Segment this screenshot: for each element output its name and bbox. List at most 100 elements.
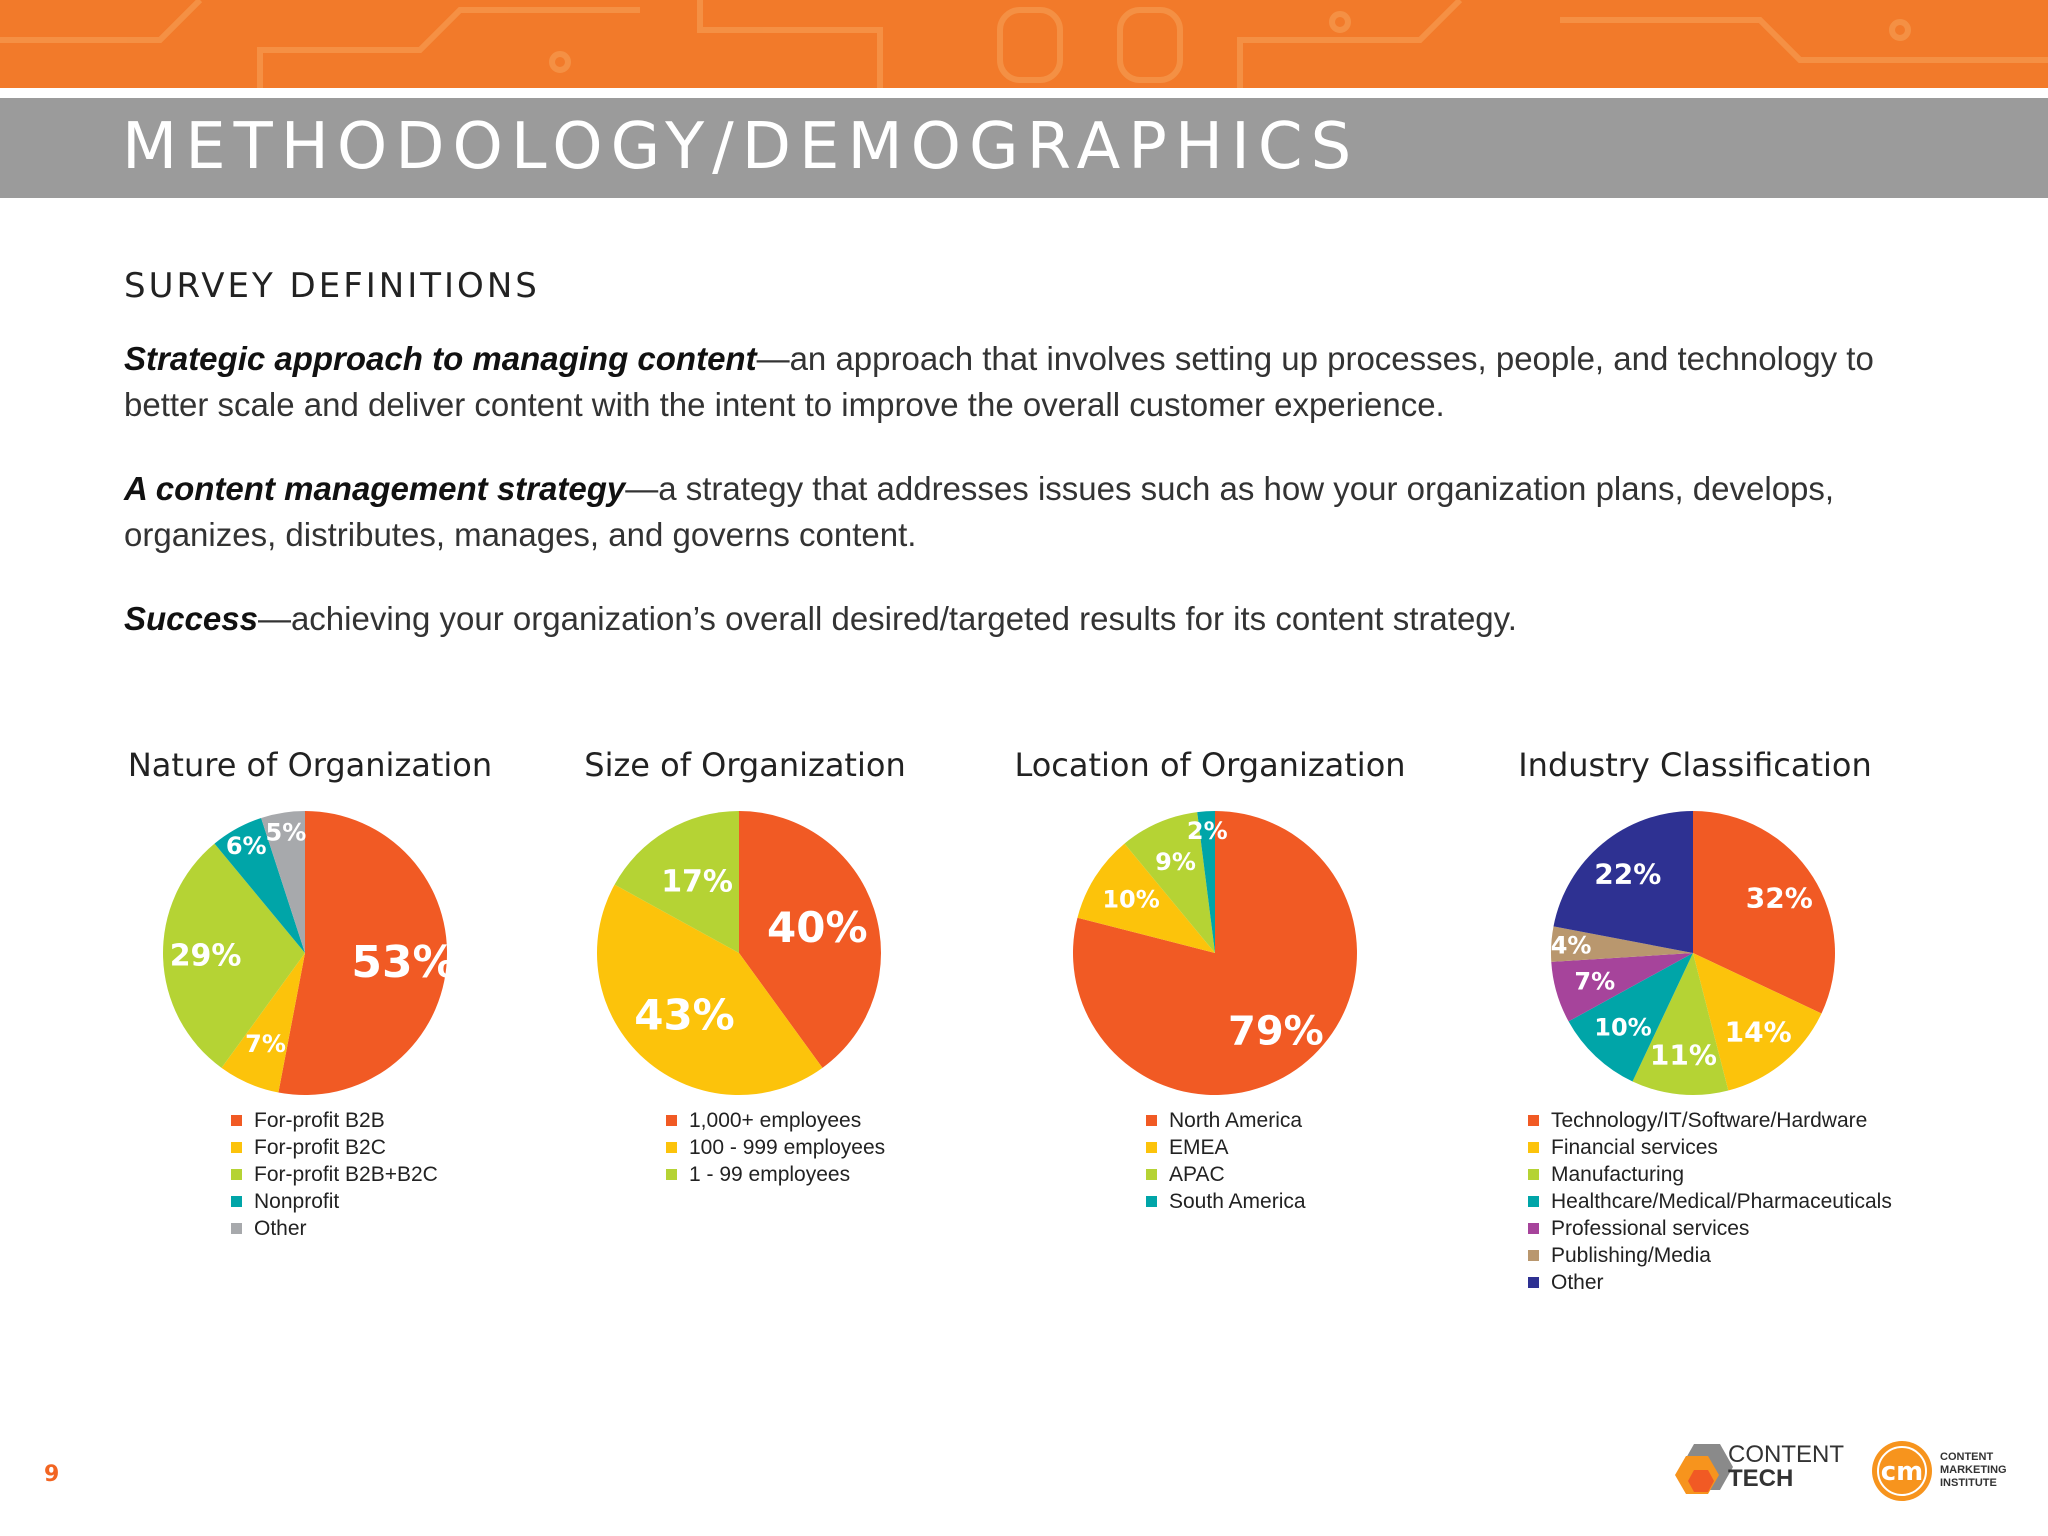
legend-item: 100 - 999 employees (666, 1134, 885, 1161)
legend-industry: Technology/IT/Software/Hardware Financia… (1528, 1107, 1892, 1296)
legend-swatch (666, 1169, 677, 1180)
legend-swatch (666, 1142, 677, 1153)
legend-swatch (231, 1115, 242, 1126)
definition-text: —a strategy that addresses issues such a… (124, 470, 1835, 553)
pie-data-label: 11% (1650, 1038, 1717, 1071)
definition-text: —achieving your organization’s overall d… (257, 600, 1517, 637)
pie-slice (1693, 811, 1836, 1014)
legend-item: Financial services (1528, 1134, 1892, 1161)
legend-item: Healthcare/Medical/Pharmaceuticals (1528, 1188, 1892, 1215)
legend-swatch (231, 1223, 242, 1234)
legend-swatch (1146, 1142, 1157, 1153)
legend-label: North America (1169, 1109, 1303, 1132)
pie-data-label: 32% (1746, 882, 1813, 915)
legend-label: APAC (1169, 1163, 1225, 1186)
pie-slice (1077, 843, 1215, 953)
divider-strip (0, 88, 2048, 98)
section-heading: SURVEY DEFINITIONS (124, 266, 540, 306)
pie-slice (1632, 953, 1729, 1096)
pie-data-label: 10% (1102, 886, 1159, 914)
chart-title-size: Size of Organization (584, 746, 906, 784)
legend-swatch (231, 1142, 242, 1153)
legend-item: For-profit B2C (231, 1134, 438, 1161)
definition-content-management-strategy: A content management strategy—a strategy… (124, 466, 1904, 558)
logo-text-content: CONTENT (1940, 1451, 1993, 1463)
pie-chart-location: 79% 10% 9% 2% (1072, 811, 1357, 1095)
legend-swatch (1528, 1115, 1539, 1126)
pie-chart-industry: 32% 14%11%10% 7% 4% 22% (1551, 811, 1836, 1096)
legend-item: Nonprofit (231, 1188, 438, 1215)
legend-swatch (1146, 1115, 1157, 1126)
legend-item: APAC (1146, 1161, 1306, 1188)
pie-slice (1124, 812, 1215, 953)
legend-label: South America (1169, 1190, 1306, 1213)
page-number: 9 (44, 1462, 60, 1487)
legend-swatch (1146, 1196, 1157, 1207)
pie-data-label: 7% (1574, 968, 1615, 996)
logo-text-content: CONTENT (1728, 1441, 1844, 1468)
pie-data-label: 2% (1187, 817, 1228, 845)
legend-item: Other (231, 1215, 438, 1242)
pie-data-label: 10% (1594, 1014, 1651, 1042)
definition-term: Success (124, 600, 258, 637)
circuit-pattern-icon (0, 0, 2048, 88)
pie-data-label: 40% (767, 903, 868, 952)
legend-swatch (1146, 1169, 1157, 1180)
cmi-mark: cm (1881, 1457, 1924, 1487)
legend-item: Other (1528, 1269, 1892, 1296)
legend-swatch (1528, 1223, 1539, 1234)
pie-slice (614, 811, 739, 953)
legend-label: Nonprofit (254, 1190, 340, 1213)
pie-slice (1551, 953, 1693, 1022)
chart-title-industry: Industry Classification (1518, 746, 1872, 784)
legend-swatch (231, 1196, 242, 1207)
pie-slice (1568, 953, 1693, 1082)
content-tech-logo: CONTENT TECH (1675, 1441, 1844, 1494)
legend-label: 1 - 99 employees (689, 1163, 851, 1186)
page-title: METHODOLOGY/DEMOGRAPHICS (122, 110, 1360, 184)
pie-data-label: 9% (1155, 848, 1196, 876)
legend-nature: For-profit B2B For-profit B2C For-profit… (231, 1107, 438, 1242)
pie-data-label: 7% (245, 1030, 286, 1058)
logo-text-institute: INSTITUTE (1940, 1477, 1997, 1489)
legend-item: EMEA (1146, 1134, 1306, 1161)
legend-label: 100 - 999 employees (689, 1136, 886, 1159)
legend-label: Other (254, 1217, 307, 1240)
legend-label: 1,000+ employees (689, 1109, 862, 1132)
definition-term: A content management strategy (124, 470, 626, 507)
legend-item: Technology/IT/Software/Hardware (1528, 1107, 1892, 1134)
pie-slice (261, 811, 305, 953)
definition-strategic-approach: Strategic approach to managing content—a… (124, 336, 1904, 428)
pie-slice (1551, 926, 1693, 962)
legend-item: 1,000+ employees (666, 1107, 885, 1134)
legend-item: South America (1146, 1188, 1306, 1215)
legend-label: Professional services (1551, 1217, 1750, 1240)
top-banner (0, 0, 2048, 88)
legend-swatch (1528, 1196, 1539, 1207)
content-marketing-institute-logo: cm CONTENT MARKETING INSTITUTE (1872, 1441, 2007, 1501)
legend-swatch (666, 1115, 677, 1126)
pie-data-label: 53% (351, 937, 456, 988)
pie-slice (214, 817, 305, 953)
legend-item: North America (1146, 1107, 1306, 1134)
legend-swatch (1528, 1250, 1539, 1261)
legend-label: For-profit B2B (254, 1109, 385, 1132)
pie-data-label: 4% (1551, 931, 1592, 959)
pie-data-label: 22% (1594, 858, 1661, 891)
pie-slice (163, 843, 305, 1068)
pie-data-label: 6% (226, 832, 267, 860)
pie-data-label: 5% (266, 818, 307, 846)
definition-text: —an approach that involves setting up pr… (124, 340, 1874, 423)
legend-label: Healthcare/Medical/Pharmaceuticals (1551, 1190, 1892, 1213)
pie-data-label: 43% (634, 990, 735, 1039)
pie-data-label: 17% (661, 865, 733, 900)
legend-label: Manufacturing (1551, 1163, 1685, 1186)
definition-term: Strategic approach to managing content (124, 340, 757, 377)
legend-item: Manufacturing (1528, 1161, 1892, 1188)
legend-label: For-profit B2C (254, 1136, 386, 1159)
legend-swatch (1528, 1142, 1539, 1153)
legend-item: For-profit B2B (231, 1107, 438, 1134)
legend-swatch (1528, 1169, 1539, 1180)
legend-swatch (1528, 1277, 1539, 1288)
pie-slice (221, 953, 305, 1093)
